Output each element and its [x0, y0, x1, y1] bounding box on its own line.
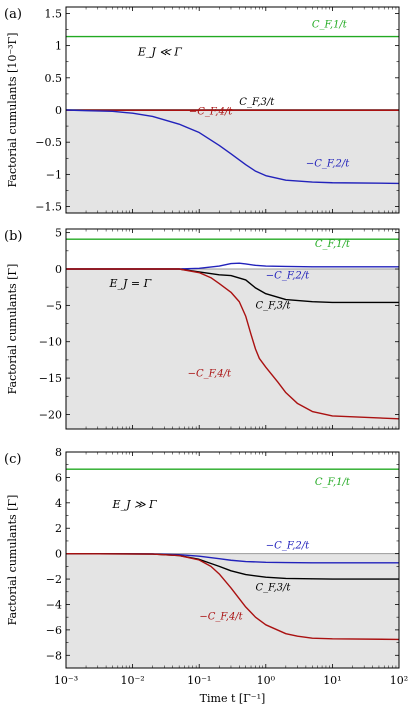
- series-line: [66, 268, 400, 420]
- y-tick-label: 4: [55, 497, 62, 510]
- panel-label: (a): [4, 7, 22, 22]
- x-tick-label: 10⁻³: [54, 674, 78, 687]
- negative-region-shading: [66, 553, 399, 668]
- y-tick-label: 0: [55, 548, 62, 561]
- y-tick-label: 0: [55, 104, 62, 117]
- y-axis-label: Factorial cumulants [10⁻³Γ]: [6, 33, 19, 188]
- y-tick-label: −2: [46, 573, 62, 586]
- series-label: C_F,1/t: [315, 477, 351, 488]
- x-tick-label: 10⁰: [257, 674, 276, 687]
- y-tick-label: 6: [55, 471, 62, 484]
- series-label: C_F,3/t: [255, 300, 291, 311]
- series-label: −C_F,2/t: [266, 541, 310, 552]
- panel-c: 8 6 4 2 0 −2 −4 −6 −8 10⁻³ 10⁻² 10⁻¹ 10⁰ 10¹ 10² Time t…: [4, 446, 408, 705]
- series-label: −C_F,2/t: [306, 159, 350, 170]
- y-tick-label: −6: [46, 624, 62, 637]
- y-tick-label: −8: [46, 649, 62, 662]
- y-tick-label: −15: [39, 372, 62, 385]
- series-label: −C_F,4/t: [199, 612, 243, 623]
- plot-frame: [65, 228, 400, 430]
- condition-label: E_J ≫ Γ: [112, 498, 157, 511]
- y-tick-label: 1: [55, 40, 62, 53]
- plot-frame: [65, 451, 400, 669]
- panel-label: (b): [4, 229, 22, 244]
- series-label: −C_F,4/t: [189, 107, 233, 118]
- y-tick-label: −1.5: [35, 201, 62, 214]
- series-line: [65, 552, 400, 641]
- x-tick-label: 10¹: [323, 674, 341, 687]
- y-tick-label: −4: [46, 598, 62, 611]
- x-tick-label: 10⁻¹: [187, 674, 211, 687]
- y-tick-label: 8: [55, 446, 62, 459]
- y-tick-label: 0.5: [45, 72, 63, 85]
- series-label: C_F,1/t: [312, 20, 348, 31]
- series-label: −C_F,2/t: [266, 270, 310, 281]
- panel-b: 5 0 −5 −10 −15 −20 C_F,1/t −C_F,2/t C_F,3/t −C_F,…: [4, 227, 400, 430]
- y-tick-label: 5: [55, 227, 62, 240]
- y-tick-label: 0: [55, 263, 62, 276]
- series-line: [65, 109, 400, 185]
- condition-label: E_J = Γ: [109, 277, 152, 290]
- y-axis-label: Factorial cumulants [Γ]: [6, 264, 19, 395]
- series-line: [66, 262, 399, 270]
- y-tick-label: 2: [55, 522, 62, 535]
- series-label: C_F,1/t: [315, 239, 351, 250]
- series-label: C_F,3/t: [239, 97, 275, 108]
- x-tick-label: 10⁻²: [120, 674, 144, 687]
- y-tick-label: −20: [39, 408, 62, 421]
- y-tick-label: 1.5: [45, 7, 63, 20]
- y-tick-label: −0.5: [35, 136, 62, 149]
- y-tick-label: −1: [46, 168, 62, 181]
- panel-label: (c): [4, 452, 21, 467]
- negative-region-shading: [66, 269, 399, 429]
- x-axis-label: Time t [Γ⁻¹]: [200, 692, 266, 705]
- y-tick-label: −5: [46, 299, 62, 312]
- condition-label: E_J ≪ Γ: [137, 45, 182, 58]
- panel-a: 1.5 1 0.5 0 −0.5 −1 −1.5 C_F,1/t C_F,3/t −C_F,4/t…: [4, 6, 400, 214]
- series-label: −C_F,4/t: [188, 369, 232, 380]
- negative-region-shading: [66, 110, 399, 213]
- x-tick-label: 10²: [390, 674, 408, 687]
- y-axis-label: Factorial cumulants [Γ]: [6, 495, 19, 626]
- y-tick-label: −10: [39, 336, 62, 349]
- plot-frame: [65, 6, 400, 214]
- series-label: C_F,3/t: [255, 582, 291, 593]
